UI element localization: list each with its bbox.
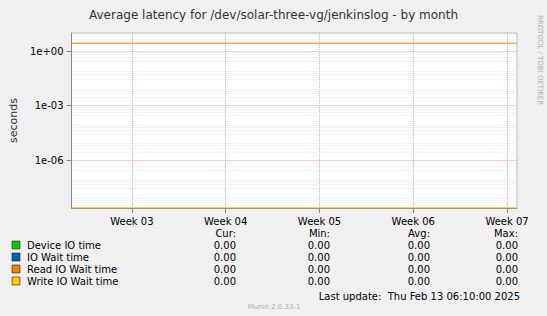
svg-text:Week 05: Week 05 [298, 216, 341, 227]
svg-text:0.00: 0.00 [308, 240, 330, 251]
svg-text:Week 06: Week 06 [392, 216, 435, 227]
svg-text:RRDTOOL / TOBI OETIKER: RRDTOOL / TOBI OETIKER [536, 15, 544, 105]
svg-text:IO Wait time: IO Wait time [27, 252, 89, 263]
svg-text:0.00: 0.00 [496, 276, 518, 287]
svg-text:Device IO time: Device IO time [27, 240, 101, 251]
svg-text:Min:: Min: [309, 228, 330, 239]
svg-text:0.00: 0.00 [214, 252, 236, 263]
svg-text:Read IO Wait time: Read IO Wait time [27, 264, 117, 275]
svg-text:0.00: 0.00 [408, 240, 430, 251]
svg-text:0.00: 0.00 [496, 240, 518, 251]
svg-text:0.00: 0.00 [496, 264, 518, 275]
svg-text:1e+00: 1e+00 [30, 46, 64, 57]
svg-text:Last update: Thu Feb 13 06:10: Last update: Thu Feb 13 06:10:00 2025 [319, 291, 520, 302]
svg-text:0.00: 0.00 [214, 276, 236, 287]
svg-text:Average latency for /dev/solar: Average latency for /dev/solar-three-vg/… [89, 8, 458, 22]
svg-text:0.00: 0.00 [496, 252, 518, 263]
svg-text:1e-06: 1e-06 [35, 155, 64, 166]
svg-text:0.00: 0.00 [308, 264, 330, 275]
svg-text:0.00: 0.00 [214, 264, 236, 275]
svg-text:0.00: 0.00 [408, 252, 430, 263]
svg-text:0.00: 0.00 [408, 264, 430, 275]
svg-text:1e-03: 1e-03 [35, 100, 64, 111]
svg-text:Munin 2.0.33-1: Munin 2.0.33-1 [248, 303, 301, 311]
svg-text:0.00: 0.00 [308, 276, 330, 287]
svg-text:0.00: 0.00 [214, 240, 236, 251]
svg-text:0.00: 0.00 [308, 252, 330, 263]
svg-text:Cur:: Cur: [215, 228, 236, 239]
svg-text:Week 07: Week 07 [485, 216, 528, 227]
svg-text:Week 04: Week 04 [204, 216, 247, 227]
svg-text:Avg:: Avg: [408, 228, 430, 239]
svg-text:Week 03: Week 03 [110, 216, 153, 227]
svg-text:0.00: 0.00 [408, 276, 430, 287]
svg-text:Max:: Max: [494, 228, 518, 239]
svg-text:seconds: seconds [7, 98, 20, 143]
svg-text:Write IO Wait time: Write IO Wait time [27, 276, 118, 287]
